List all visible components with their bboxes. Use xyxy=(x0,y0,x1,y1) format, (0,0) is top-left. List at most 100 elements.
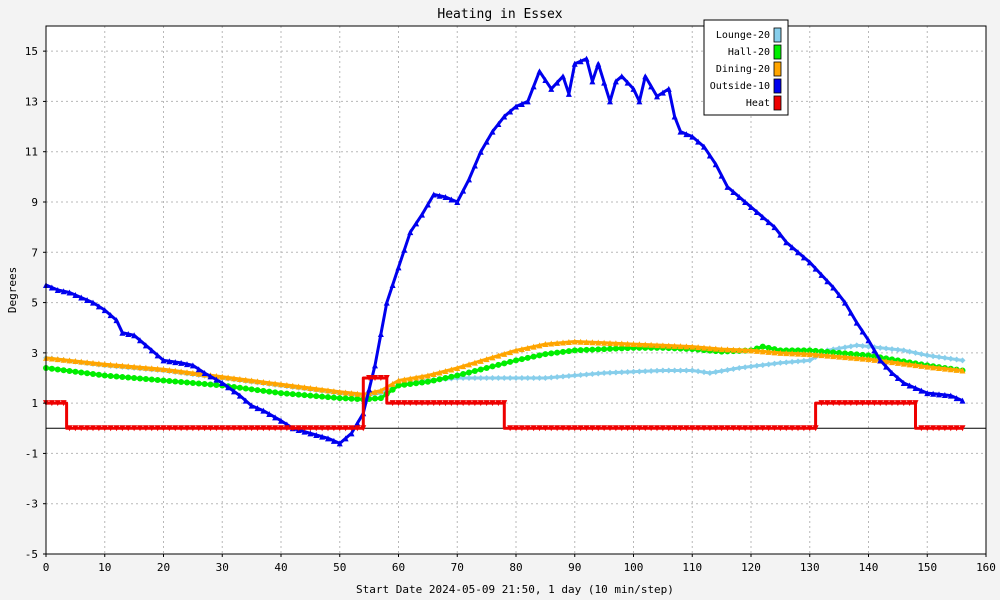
data-point-dining-20 xyxy=(342,389,349,396)
data-point-outside-10 xyxy=(101,307,108,314)
data-point-hall-20 xyxy=(283,390,290,397)
y-tick-label: -1 xyxy=(25,447,38,460)
data-point-outside-10 xyxy=(748,204,754,211)
data-point-outside-10 xyxy=(830,284,837,291)
data-point-heat xyxy=(871,400,878,407)
data-point-heat xyxy=(601,425,608,432)
data-point-outside-10 xyxy=(107,312,114,319)
x-tick-label: 0 xyxy=(43,561,50,574)
data-point-heat xyxy=(60,400,67,407)
data-point-outside-10 xyxy=(419,211,425,218)
data-point-heat xyxy=(701,425,707,432)
data-point-outside-10 xyxy=(231,388,237,395)
data-point-dining-20 xyxy=(777,349,784,356)
data-point-lounge-20 xyxy=(900,347,907,354)
data-point-dining-20 xyxy=(142,364,149,371)
data-point-lounge-20 xyxy=(941,354,948,361)
data-point-outside-10 xyxy=(148,347,155,354)
data-point-heat xyxy=(953,425,960,432)
data-point-heat xyxy=(742,425,749,432)
data-point-hall-20 xyxy=(806,347,813,354)
data-point-hall-20 xyxy=(189,380,196,387)
data-point-heat xyxy=(289,425,296,432)
data-point-hall-20 xyxy=(442,375,449,381)
data-point-hall-20 xyxy=(530,353,537,360)
data-point-dining-20 xyxy=(642,341,649,348)
data-point-hall-20 xyxy=(254,387,261,394)
data-point-heat xyxy=(419,400,425,407)
data-point-dining-20 xyxy=(648,341,655,348)
data-point-heat xyxy=(830,400,837,407)
data-point-heat xyxy=(189,425,196,432)
data-point-lounge-20 xyxy=(718,367,725,374)
data-point-heat xyxy=(319,425,326,432)
data-point-dining-20 xyxy=(759,348,766,355)
data-point-dining-20 xyxy=(859,355,866,362)
data-point-lounge-20 xyxy=(577,371,584,378)
data-point-hall-20 xyxy=(495,361,502,368)
data-point-heat xyxy=(348,425,355,432)
data-point-outside-10 xyxy=(254,405,261,412)
data-point-heat xyxy=(248,425,255,432)
data-point-heat xyxy=(184,425,190,432)
data-point-hall-20 xyxy=(160,377,167,384)
data-point-lounge-20 xyxy=(859,342,866,349)
data-point-dining-20 xyxy=(84,359,91,366)
data-point-outside-10 xyxy=(859,328,866,335)
data-point-outside-10 xyxy=(413,220,420,227)
data-point-outside-10 xyxy=(377,331,384,337)
data-point-heat xyxy=(278,425,284,432)
data-point-hall-20 xyxy=(413,380,420,387)
data-point-lounge-20 xyxy=(889,346,895,353)
data-point-hall-20 xyxy=(395,382,402,389)
data-point-heat xyxy=(283,425,290,432)
data-point-dining-20 xyxy=(906,361,913,368)
data-point-outside-10 xyxy=(78,294,85,301)
x-tick-label: 160 xyxy=(976,561,996,574)
data-point-heat xyxy=(342,425,349,432)
legend-swatch xyxy=(773,27,782,43)
data-point-hall-20 xyxy=(560,348,566,355)
data-point-dining-20 xyxy=(513,347,519,354)
data-point-dining-20 xyxy=(800,350,807,357)
x-tick-label: 40 xyxy=(274,561,287,574)
data-point-dining-20 xyxy=(489,354,496,361)
data-point-dining-20 xyxy=(60,356,67,363)
data-point-outside-10 xyxy=(759,214,766,221)
data-point-heat xyxy=(148,425,155,432)
data-point-lounge-20 xyxy=(466,375,472,381)
data-point-dining-20 xyxy=(107,361,114,368)
data-point-outside-10 xyxy=(330,437,337,444)
data-point-heat xyxy=(231,425,237,432)
legend-label: Dining-20 xyxy=(716,64,770,75)
data-point-heat xyxy=(612,425,619,432)
data-point-lounge-20 xyxy=(518,375,525,381)
data-point-hall-20 xyxy=(313,393,320,400)
data-point-lounge-20 xyxy=(583,371,590,378)
y-tick-label: -3 xyxy=(25,498,38,511)
data-point-outside-10 xyxy=(712,161,719,168)
data-point-dining-20 xyxy=(466,361,472,368)
data-point-dining-20 xyxy=(730,346,737,353)
data-point-hall-20 xyxy=(548,350,555,357)
data-point-outside-10 xyxy=(654,93,660,100)
data-point-dining-20 xyxy=(72,358,79,365)
data-point-dining-20 xyxy=(477,357,484,364)
data-point-heat xyxy=(489,400,496,407)
data-point-heat xyxy=(777,425,784,432)
data-point-outside-10 xyxy=(524,98,531,105)
data-point-outside-10 xyxy=(495,121,502,128)
data-point-hall-20 xyxy=(401,381,408,388)
data-point-heat xyxy=(524,425,531,432)
data-point-heat xyxy=(548,425,555,432)
data-point-outside-10 xyxy=(630,85,637,92)
data-point-hall-20 xyxy=(113,373,120,380)
data-point-hall-20 xyxy=(342,395,349,402)
data-point-heat xyxy=(736,425,743,432)
data-point-dining-20 xyxy=(319,386,326,393)
data-point-lounge-20 xyxy=(630,368,637,375)
data-point-outside-10 xyxy=(489,128,496,135)
data-point-lounge-20 xyxy=(959,357,966,364)
data-point-lounge-20 xyxy=(724,366,731,373)
